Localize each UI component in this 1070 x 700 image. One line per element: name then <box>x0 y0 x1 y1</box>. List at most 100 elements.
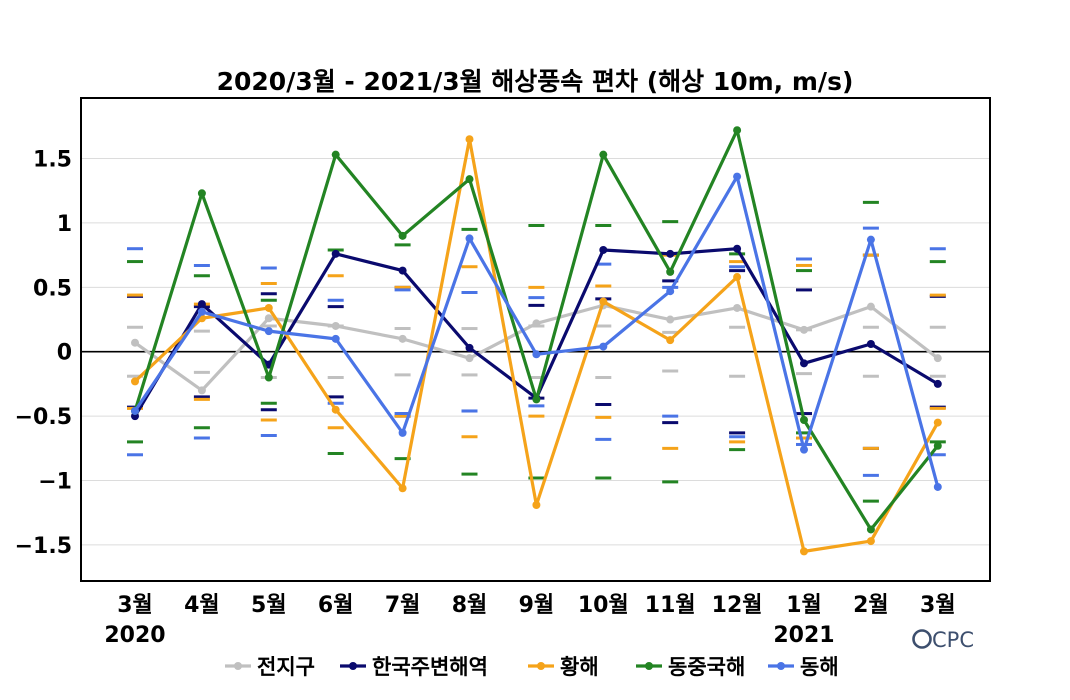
x-tick-label: 3월 <box>117 593 153 618</box>
data-point <box>599 297 608 306</box>
data-point <box>398 266 407 275</box>
y-tick-label: 1.5 <box>33 148 72 173</box>
y-tick-label: −1.5 <box>15 534 72 559</box>
legend-label: 전지구 <box>257 655 315 679</box>
data-point <box>331 405 340 414</box>
data-point <box>465 175 474 184</box>
data-point <box>331 321 340 330</box>
data-point <box>666 287 675 296</box>
legend-marker <box>234 662 242 670</box>
data-point <box>131 338 139 347</box>
x-tick-label: 5월 <box>251 593 287 618</box>
data-point <box>599 342 608 351</box>
data-point <box>264 314 273 323</box>
data-point <box>331 334 340 343</box>
data-point <box>599 245 608 254</box>
x-tick-label: 4월 <box>184 593 220 618</box>
data-point <box>800 547 808 556</box>
y-tick-label: 0 <box>57 341 72 366</box>
data-point <box>866 302 875 311</box>
data-point <box>398 484 407 493</box>
data-point <box>733 126 742 135</box>
y-tick-label: −0.5 <box>15 405 72 430</box>
legend-marker <box>537 662 545 670</box>
data-point <box>933 418 942 427</box>
logo-text: CPC <box>932 628 974 652</box>
data-point <box>866 537 875 546</box>
data-point <box>800 445 808 454</box>
data-point <box>733 244 742 253</box>
data-point <box>398 231 407 240</box>
data-point <box>197 189 206 198</box>
data-point <box>933 482 942 491</box>
data-point <box>264 327 273 336</box>
data-point <box>532 501 541 510</box>
plot-frame <box>80 97 991 582</box>
x-tick-label: 10월 <box>578 593 629 618</box>
data-point <box>800 359 808 368</box>
legend-marker <box>645 662 653 670</box>
logo-ring-icon <box>912 629 932 649</box>
chart-title: 2020/3월 - 2021/3월 해상풍속 편차 (해상 10m, m/s) <box>217 67 854 96</box>
data-point <box>866 340 875 349</box>
x-tick-label: 9월 <box>519 593 555 618</box>
data-point <box>131 406 139 415</box>
legend-label: 한국주변해역 <box>372 655 488 679</box>
data-point <box>398 428 407 437</box>
series-lines <box>131 126 942 556</box>
data-point <box>131 377 139 386</box>
data-point <box>800 325 808 334</box>
x-tick-label: 12월 <box>712 593 763 618</box>
data-point <box>666 336 675 345</box>
legend-label: 황해 <box>560 655 599 679</box>
x-tick-label: 7월 <box>385 593 421 618</box>
data-point <box>866 235 875 244</box>
data-point <box>532 319 541 328</box>
data-point <box>866 525 875 534</box>
y-tick-label: 1 <box>57 212 72 237</box>
data-point <box>666 315 675 324</box>
data-point <box>599 150 608 159</box>
legend-marker <box>349 662 357 670</box>
data-point <box>465 354 474 363</box>
x-tick-label: 1월 <box>786 593 822 618</box>
x-tick-label: 11월 <box>645 593 696 618</box>
legend-label: 동해 <box>800 655 839 679</box>
x-axis: 3월 4월 5월 6월 7월 8월 9월 10월 11월 12월 1월 2월 3월 <box>117 593 955 618</box>
data-point <box>264 303 273 312</box>
data-point <box>197 307 206 316</box>
x-tick-label: 6월 <box>318 593 354 618</box>
year-label-2020: 2020 <box>104 623 165 648</box>
data-point <box>532 350 541 359</box>
data-point <box>331 249 340 258</box>
cpc-logo: CPC <box>912 628 974 652</box>
legend-marker <box>777 662 785 670</box>
legend-label: 동중국해 <box>668 655 745 679</box>
y-axis: −1.5 −1 −0.5 0 0.5 1 1.5 <box>15 148 72 559</box>
y-tick-label: 0.5 <box>33 276 72 301</box>
data-point <box>733 303 742 312</box>
data-point <box>666 267 675 276</box>
legend: 전지구 한국주변해역 황해 동중국해 동해 <box>225 655 839 679</box>
data-point <box>933 354 942 363</box>
x-tick-label: 3월 <box>920 593 956 618</box>
x-tick-label: 8월 <box>452 593 488 618</box>
data-point <box>398 334 407 343</box>
x-tick-label: 2월 <box>853 593 889 618</box>
data-point <box>933 441 942 450</box>
data-point <box>331 150 340 159</box>
data-point <box>532 395 541 404</box>
data-point <box>197 300 206 309</box>
y-tick-label: −1 <box>38 470 72 495</box>
data-point <box>465 135 474 144</box>
year-label-2021: 2021 <box>773 623 834 648</box>
data-point <box>465 234 474 243</box>
data-point <box>465 343 474 352</box>
data-point <box>733 273 742 282</box>
data-point <box>800 416 808 424</box>
data-point <box>933 379 942 388</box>
data-point <box>197 386 206 395</box>
data-point <box>264 373 273 382</box>
data-point <box>666 249 675 258</box>
